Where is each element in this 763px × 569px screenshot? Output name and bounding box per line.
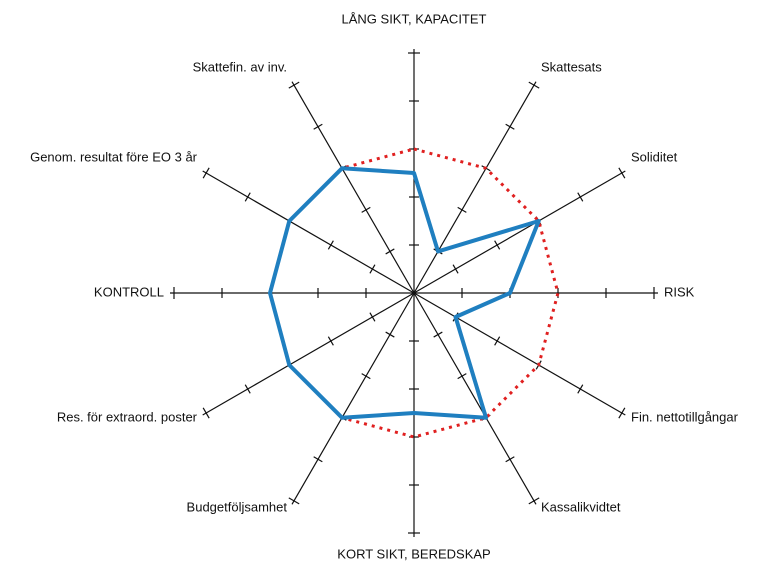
axis-spoke xyxy=(413,170,626,294)
axis-spoke xyxy=(291,292,415,505)
axis-tick xyxy=(452,264,459,274)
axis-tick xyxy=(505,456,515,463)
axis-tick xyxy=(244,192,251,202)
axis-tick xyxy=(361,206,371,213)
axis-label: Res. för extraord. poster xyxy=(57,409,198,424)
axis-label: Skattesats xyxy=(541,59,602,74)
axis-label: KORT SIKT, BEREDSKAP xyxy=(337,546,490,561)
axis-tick xyxy=(528,81,540,89)
axis-label: Fin. nettotillgångar xyxy=(631,409,739,424)
axis-tick xyxy=(457,373,467,380)
axis-tick xyxy=(288,497,300,505)
axis-spoke xyxy=(413,292,626,416)
axis-tick xyxy=(385,248,395,255)
axis-tick xyxy=(202,407,210,419)
axis-tick xyxy=(369,312,376,322)
axis-spoke xyxy=(202,292,415,416)
axis-tick xyxy=(577,192,584,202)
series-main-polygon xyxy=(268,166,541,420)
axis-tick xyxy=(505,123,515,130)
axis-label: LÅNG SIKT, KAPACITET xyxy=(342,11,487,26)
axis-label: Genom. resultat före EO 3 år xyxy=(30,149,198,164)
axis-tick xyxy=(327,336,334,346)
axis-labels-group: LÅNG SIKT, KAPACITET Skattesats Soliditet R… xyxy=(30,11,739,561)
axis-label: Kassalikvidtet xyxy=(541,499,621,514)
axis-spoke xyxy=(413,292,537,505)
axis-label: KONTROLL xyxy=(94,284,164,299)
axis-tick xyxy=(433,331,443,338)
axis-label: Soliditet xyxy=(631,149,678,164)
axis-tick xyxy=(618,167,626,179)
axis-label: Skattefin. av inv. xyxy=(193,59,287,74)
axis-spoke xyxy=(202,170,415,294)
series-group xyxy=(268,147,560,439)
axis-tick xyxy=(369,264,376,274)
axis-tick xyxy=(528,497,540,505)
axis-tick xyxy=(361,373,371,380)
axis-tick xyxy=(313,123,323,130)
axis-tick xyxy=(327,240,334,250)
axis-tick xyxy=(385,331,395,338)
axis-label: Budgetföljsamhet xyxy=(187,499,288,514)
axis-spoke xyxy=(291,81,415,294)
axis-tick xyxy=(313,456,323,463)
axis-tick xyxy=(202,167,210,179)
axis-tick xyxy=(577,384,584,394)
axis-label: RISK xyxy=(664,284,695,299)
axis-spoke xyxy=(413,81,537,294)
axis-tick xyxy=(494,336,501,346)
axis-tick xyxy=(457,206,467,213)
axis-tick xyxy=(288,81,300,89)
axis-tick xyxy=(244,384,251,394)
axis-tick xyxy=(494,240,501,250)
axes-group xyxy=(170,49,658,537)
axis-tick xyxy=(618,407,626,419)
